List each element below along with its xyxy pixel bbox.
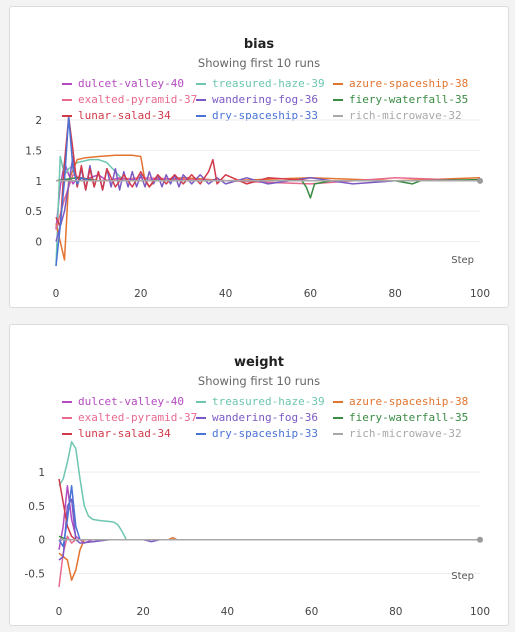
chart-title: bias [243,37,275,52]
y-tick-label: -0.5 [25,568,46,580]
legend-swatch [333,99,343,101]
x-tick-label: 80 [389,288,402,300]
legend-label: wandering-fog-36 [212,411,318,424]
x-tick-label: 20 [134,288,147,300]
x-tick-label: 0 [53,288,60,300]
series-end-marker [477,177,483,184]
x-tick-label: 20 [137,606,150,618]
legend-swatch [333,115,343,117]
series-end-marker [477,536,483,543]
x-tick-label: 40 [219,288,232,300]
legend-item[interactable]: rich-microwave-32 [333,427,462,441]
y-tick-label: 0 [38,535,45,547]
legend-item[interactable]: dulcet-valley-40 [62,77,184,91]
y-tick-label: 1.5 [25,145,42,157]
y-tick-label: 0 [35,237,42,249]
legend-label: treasured-haze-39 [212,77,325,90]
legend-label: dulcet-valley-40 [78,77,184,90]
legend-label: lunar-salad-34 [78,427,171,440]
series-line-azure-spaceship-38[interactable] [55,154,481,261]
x-axis-label: Step [451,571,474,582]
legend-swatch [196,99,206,101]
legend-item[interactable]: azure-spaceship-38 [333,395,468,409]
legend-item[interactable]: rich-microwave-32 [333,109,462,123]
chart-legend: dulcet-valley-40 treasured-haze-39 azure-s… [10,71,508,123]
legend-label: azure-spaceship-38 [349,77,469,90]
legend-swatch [196,417,206,419]
chart-panel-weight: weight Showing first 10 runs dulcet-vall… [9,324,509,626]
x-tick-label: 60 [305,606,318,618]
legend-item[interactable]: exalted-pyramid-37 [62,411,197,425]
series-line-wandering-fog-36[interactable] [58,498,480,561]
legend-label: fiery-waterfall-35 [349,93,469,106]
legend-label: exalted-pyramid-37 [78,93,198,106]
chart-legend: dulcet-valley-40 treasured-haze-39 azure-s… [10,389,508,441]
legend-item[interactable]: lunar-salad-34 [62,109,171,123]
legend-swatch [62,401,72,403]
y-tick-label: 1 [38,467,45,479]
legend-swatch [333,417,343,419]
x-tick-label: 60 [304,288,317,300]
legend-swatch [62,433,72,435]
legend-label: rich-microwave-32 [349,427,462,440]
legend-label: dulcet-valley-40 [78,395,184,408]
series-line-dulcet-valley-40[interactable] [55,161,480,230]
legend-label: dry-spaceship-33 [212,427,318,440]
x-tick-label: 40 [221,606,234,618]
y-tick-label: 1 [35,176,42,188]
legend-label: rich-microwave-32 [349,109,462,122]
x-axis-label: Step [451,255,474,266]
y-tick-label: 2 [35,115,42,127]
legend-label: exalted-pyramid-37 [78,411,198,424]
legend-label: wandering-fog-36 [212,93,318,106]
legend-item[interactable]: treasured-haze-39 [196,77,325,91]
legend-label: fiery-waterfall-35 [349,411,469,424]
legend-item[interactable]: wandering-fog-36 [196,93,318,107]
legend-label: lunar-salad-34 [78,109,171,122]
legend-item[interactable]: azure-spaceship-38 [333,77,468,91]
x-tick-label: 100 [470,288,490,300]
chart-subtitle: Showing first 10 runs [197,374,321,388]
x-tick-label: 0 [56,606,63,618]
legend-item[interactable]: dry-spaceship-33 [196,427,318,441]
legend-item[interactable]: wandering-fog-36 [196,411,318,425]
legend-item[interactable]: fiery-waterfall-35 [333,411,468,425]
legend-swatch [62,83,72,85]
chart-plot: -0.5 0 0.5 1 0 20 40 60 80 100 Step [25,441,490,618]
legend-swatch [196,401,206,403]
legend-label: dry-spaceship-33 [212,109,318,122]
legend-label: azure-spaceship-38 [349,395,469,408]
chart-panel-bias: bias Showing first 10 runs dulcet-valley… [9,6,509,308]
legend-swatch [333,401,343,403]
series-line-dry-spaceship-33[interactable] [55,117,480,267]
legend-item[interactable]: dulcet-valley-40 [62,395,184,409]
series-line-wandering-fog-36[interactable] [55,155,480,242]
legend-swatch [333,433,343,435]
legend-swatch [62,115,72,117]
legend-swatch [196,115,206,117]
legend-item[interactable]: fiery-waterfall-35 [333,93,468,107]
series-line-exalted-pyramid-37[interactable] [58,535,480,587]
y-tick-label: 0.5 [25,206,42,218]
y-tick-label: 0.5 [28,501,45,513]
series-line-lunar-salad-34[interactable] [55,117,480,228]
chart-subtitle: Showing first 10 runs [197,56,321,70]
legend-swatch [62,99,72,101]
legend-swatch [333,83,343,85]
x-tick-label: 80 [389,606,402,618]
legend-swatch [196,433,206,435]
legend-item[interactable]: exalted-pyramid-37 [62,93,197,107]
chart-title: weight [233,355,285,370]
legend-swatch [196,83,206,85]
legend-item[interactable]: dry-spaceship-33 [196,109,318,123]
legend-swatch [62,417,72,419]
legend-item[interactable]: treasured-haze-39 [196,395,325,409]
x-tick-label: 100 [470,606,490,618]
series-line-dry-spaceship-33[interactable] [58,484,480,548]
series-line-treasured-haze-39[interactable] [58,441,480,541]
legend-item[interactable]: lunar-salad-34 [62,427,171,441]
legend-label: treasured-haze-39 [212,395,325,408]
